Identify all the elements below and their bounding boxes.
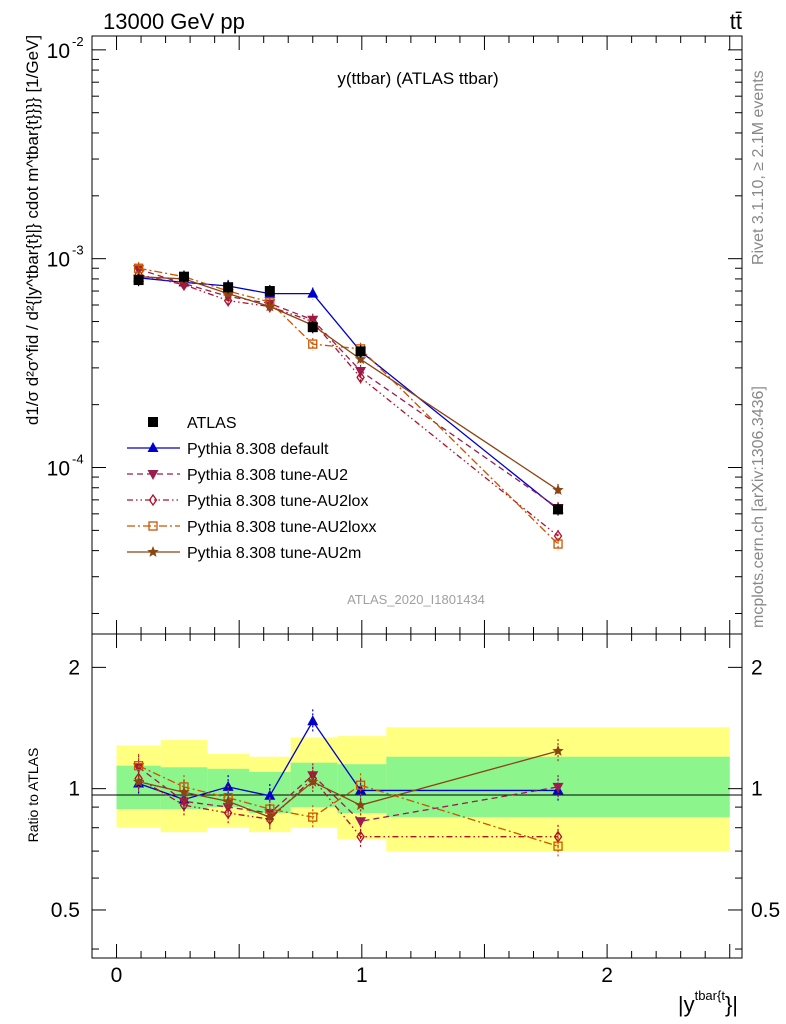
ratio-point-pythia-8-308-tune-au2lox	[356, 830, 365, 843]
main-series-layer	[132, 262, 564, 551]
point-pythia-8-308-tune-au2m	[264, 300, 276, 312]
ratio-series-layer	[132, 709, 564, 858]
y-tick-label: 10	[47, 249, 70, 272]
ratio-point-pythia-8-308-tune-au2m	[307, 775, 319, 787]
ratio-point-pythia-8-308-tune-au2lox	[223, 806, 233, 820]
legend-label-pythia-8-308-default: Pythia 8.308 default	[187, 441, 329, 458]
ratio-point-pythia-8-308-tune-au2m	[552, 745, 564, 756]
chart-title: y(ttbar) (ATLAS ttbar)	[337, 69, 498, 88]
ratio-point-pythia-8-308-tune-au2loxx	[355, 780, 366, 790]
legend-label-atlas: ATLAS	[187, 415, 237, 432]
y-tick-label: 10	[47, 40, 70, 63]
ratio-point-pythia-8-308-tune-au2lox	[179, 799, 189, 812]
point-pythia-8-308-tune-au2loxx	[308, 339, 318, 349]
legend-marker-pythia-8-308-tune-au2	[147, 470, 159, 480]
legend-marker-pythia-8-308-tune-au2lox	[148, 493, 158, 507]
point-atlas	[553, 504, 564, 515]
point-atlas	[223, 282, 234, 293]
main-panel: 10-410-310-2 y(ttbar) (ATLAS ttbar) ATLA…	[23, 34, 743, 635]
ratio-point-pythia-8-308-tune-au2m	[222, 795, 234, 807]
legend-label-pythia-8-308-tune-au2: Pythia 8.308 tune-AU2	[187, 467, 348, 484]
point-atlas	[355, 346, 366, 357]
legend-marker-atlas	[148, 417, 158, 427]
ratio-band-layer	[116, 727, 730, 852]
legend-label-pythia-8-308-tune-au2lox: Pythia 8.308 tune-AU2lox	[187, 493, 368, 510]
x-axis-label-main: |y	[678, 992, 695, 1017]
point-pythia-8-308-tune-au2m	[354, 353, 367, 365]
analysis-label: ATLAS_2020_I1801434	[347, 592, 485, 607]
point-pythia-8-308-tune-au2loxx	[553, 539, 563, 549]
svg-text:|ytbar{t}|: |ytbar{t}|	[678, 988, 738, 1017]
y-tick-label-exponent: -3	[72, 243, 84, 258]
ratio-point-pythia-8-308-default	[307, 715, 319, 726]
ratio-point-pythia-8-308-tune-au2loxx	[553, 841, 563, 851]
point-pythia-8-308-tune-au2lox	[179, 278, 189, 291]
ratio-point-pythia-8-308-tune-au2	[355, 817, 367, 828]
legend-label-pythia-8-308-tune-au2loxx: Pythia 8.308 tune-AU2loxx	[187, 519, 376, 536]
point-pythia-8-308-tune-au2lox	[356, 371, 365, 384]
ratio-axes: 0.5 0.5 1 1 2 2 0 1 2	[51, 634, 780, 987]
series-line-pythia-8-308-tune-au2m	[138, 276, 559, 491]
ratio-y-tick-label: 0.5	[51, 899, 80, 922]
legend-label-pythia-8-308-tune-au2m: Pythia 8.308 tune-AU2m	[187, 545, 361, 562]
point-atlas	[307, 322, 318, 333]
point-pythia-8-308-tune-au2lox	[223, 294, 233, 307]
y-tick-label: 10	[47, 458, 70, 481]
ratio-point-pythia-8-308-default	[264, 789, 276, 800]
ratio-point-pythia-8-308-tune-au2m	[132, 775, 145, 787]
y-axis-label: d1/σ d²σ^fid / d²{|y^tbar{t}|} cdot m^tb…	[23, 35, 42, 425]
ratio-point-pythia-8-308-tune-au2loxx	[308, 812, 318, 822]
point-atlas	[264, 286, 275, 297]
ratio-point-pythia-8-308-tune-au2m	[178, 786, 190, 798]
legend-marker-pythia-8-308-tune-au2m	[147, 546, 159, 557]
x-tick-label: 1	[356, 964, 368, 987]
legend-marker-pythia-8-308-default	[147, 442, 159, 452]
ratio-point-pythia-8-308-tune-au2m	[354, 799, 367, 810]
ratio-panel: 0.5 0.5 1 1 2 2 0 1 2 Ratio to ATLAS	[25, 633, 780, 987]
ratio-y-tick-label: 2	[68, 656, 80, 679]
point-pythia-8-308-default	[307, 287, 319, 298]
legend-marker-pythia-8-308-tune-au2loxx	[148, 521, 158, 531]
ratio-y-label: Ratio to ATLAS	[25, 748, 41, 843]
ratio-point-pythia-8-308-tune-au2m	[264, 811, 276, 822]
mcplots-label: mcplots.cern.ch [arXiv:1306.3436]	[750, 386, 767, 628]
ratio-y-tick-label-right: 1	[751, 778, 763, 801]
energy-label: 13000 GeV pp	[103, 9, 245, 34]
point-atlas	[133, 275, 144, 286]
main-axes: 10-410-310-2	[47, 34, 742, 634]
point-pythia-8-308-tune-au2m	[552, 484, 564, 495]
legend: ATLAS Pythia 8.308 default Pythia 8.308 tu…	[127, 415, 376, 562]
x-axis-label-suffix: }|	[725, 992, 738, 1017]
point-atlas	[178, 271, 189, 282]
y-tick-label-exponent: -2	[72, 34, 84, 49]
y-tick-label-exponent: -4	[72, 452, 84, 467]
process-label: tt̄	[730, 9, 742, 34]
ratio-point-pythia-8-308-tune-au2	[552, 782, 564, 793]
ratio-y-tick-label: 1	[68, 778, 80, 801]
ratio-y-tick-label-right: 2	[751, 656, 763, 679]
rivet-label: Rivet 3.1.10, ≥ 2.1M events	[750, 70, 767, 265]
x-tick-label: 2	[601, 964, 613, 987]
ratio-y-tick-label-right: 0.5	[751, 899, 780, 922]
x-axis-label: |ytbar{t}|	[678, 988, 738, 1017]
x-tick-label: 0	[111, 964, 123, 987]
point-pythia-8-308-tune-au2lox	[553, 529, 563, 543]
ratio-frame	[91, 633, 743, 959]
ratio-point-pythia-8-308-tune-au2loxx	[133, 761, 144, 771]
x-axis-label-sup: tbar{t	[695, 988, 726, 1003]
